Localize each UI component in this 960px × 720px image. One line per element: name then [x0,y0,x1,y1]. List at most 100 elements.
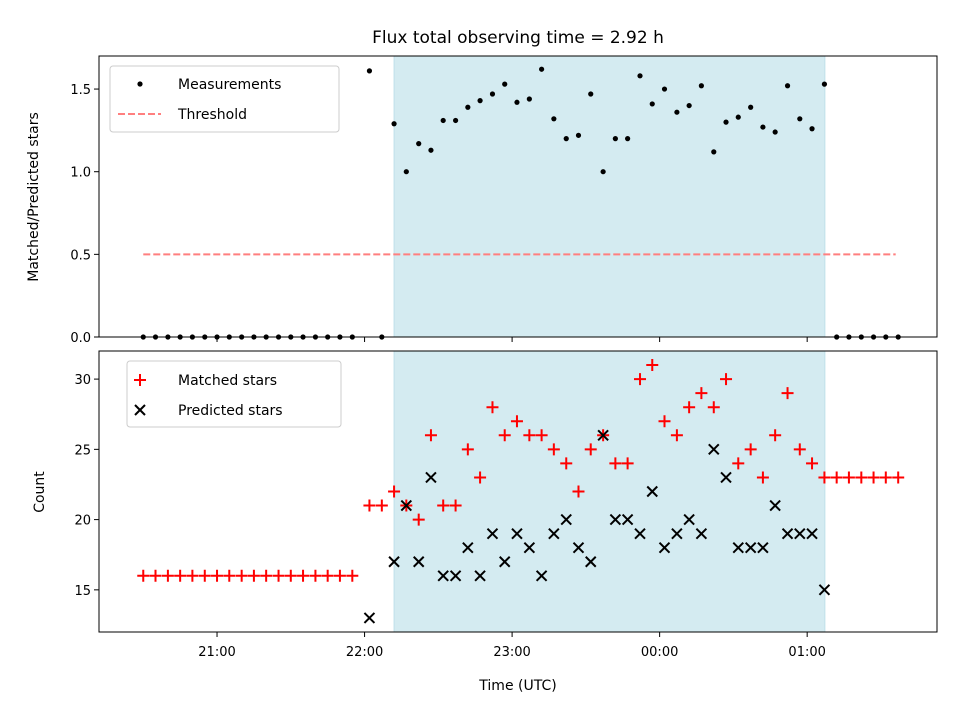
measurement-point [366,68,373,74]
matched-star-point [474,471,487,484]
bottom-y-tick-label: 20 [74,514,91,529]
matched-star-point [149,569,162,582]
predicted-star-point [462,541,474,554]
matched-star-point [309,569,322,582]
matched-star-point [818,471,831,484]
measurement-point [649,101,655,107]
bottom-legend-box [126,360,342,428]
matched-star-point [584,443,597,456]
matched-star-point [634,373,647,386]
bottom-legend: Matched stars Predicted stars [126,360,342,428]
matched-star-point [284,569,297,582]
matched-star-point [437,499,450,512]
matched-star-point [683,401,696,414]
measurement-point [612,136,618,142]
matched-star-point [333,569,346,582]
measurement-point [489,91,496,97]
matched-star-point [830,471,843,484]
matched-star-point [609,457,622,470]
measurement-point [514,99,520,105]
matched-star-point [321,569,334,582]
measurement-point [403,169,409,175]
predicted-star-point [806,527,818,540]
matched-star-point [560,457,573,470]
bottom-y-tick-label: 25 [74,443,91,458]
measurement-point [391,121,397,127]
predicted-star-point [658,541,671,554]
matched-star-point [535,429,548,442]
measurement-point [784,83,791,89]
matched-star-point [161,569,174,582]
matched-star-point [806,457,819,470]
matched-star-point [867,471,880,484]
matched-star-point [572,485,585,498]
matched-star-point [211,569,224,582]
legend-threshold-label: Threshold [177,107,247,123]
predicted-star-point [400,499,413,512]
matched-star-point [461,443,474,456]
x-axis-label: Time (UTC) [478,678,556,694]
top-y-tick-label: 0.5 [70,248,91,263]
matched-star-point [174,569,187,582]
matched-star-point [297,569,310,582]
matched-star-point [449,499,462,512]
measurement-point [809,126,815,132]
top-y-tick-label: 0.0 [70,331,91,346]
matched-star-point [375,499,388,512]
matched-star-point [186,569,199,582]
measurement-point [723,119,729,125]
matched-star-point [842,471,855,484]
matched-star-point [707,401,720,414]
matched-star-point [346,569,359,582]
predicted-star-point [671,527,683,540]
predicted-star-point [413,556,425,568]
x-tick-label: 23:00 [493,645,530,660]
predicted-star-point [548,527,560,540]
predicted-star-point [695,527,708,540]
predicted-star-point [634,527,646,540]
measurement-point [760,124,766,130]
bottom-y-tick-label: 30 [74,373,91,388]
legend-predicted-label: Predicted stars [178,403,283,419]
matched-star-point [855,471,868,484]
predicted-star-point [437,570,449,582]
predicted-star-point [818,584,831,596]
x-tick-label: 21:00 [198,645,235,660]
legend-matched-label: Matched stars [178,373,277,389]
matched-star-point [646,359,659,372]
predicted-star-point [708,443,720,456]
measurement-point [563,136,569,142]
matched-star-point [486,401,499,414]
matched-star-point [363,499,376,512]
predicted-star-point [363,612,376,624]
predicted-star-point [425,471,437,484]
predicted-star-point [499,556,511,568]
measurement-point [440,117,446,124]
measurement-point [416,141,422,147]
x-tick-label: 00:00 [641,645,678,660]
measurement-point [526,96,532,102]
legend-matched-marker [134,374,146,386]
matched-star-point [247,569,260,582]
measurement-point [797,116,803,122]
measurement-point [452,117,459,124]
predicted-star-point [572,541,585,554]
bottom-observing-window [393,350,826,633]
matched-star-point [658,415,671,428]
top-legend-box [109,65,340,133]
matched-star-point [198,569,211,582]
predicted-star-point [757,541,769,554]
matched-star-point [695,387,708,400]
measurement-point [711,149,717,155]
matched-star-point [498,429,511,442]
predicted-star-point [732,541,744,554]
matched-star-point [744,443,757,456]
matched-star-point [621,457,634,470]
matched-star-point [523,429,536,442]
measurement-point [465,104,471,110]
predicted-star-point [486,527,499,540]
legend-measurements-marker [137,81,143,87]
measurement-point [821,81,828,87]
predicted-star-point [769,499,781,512]
